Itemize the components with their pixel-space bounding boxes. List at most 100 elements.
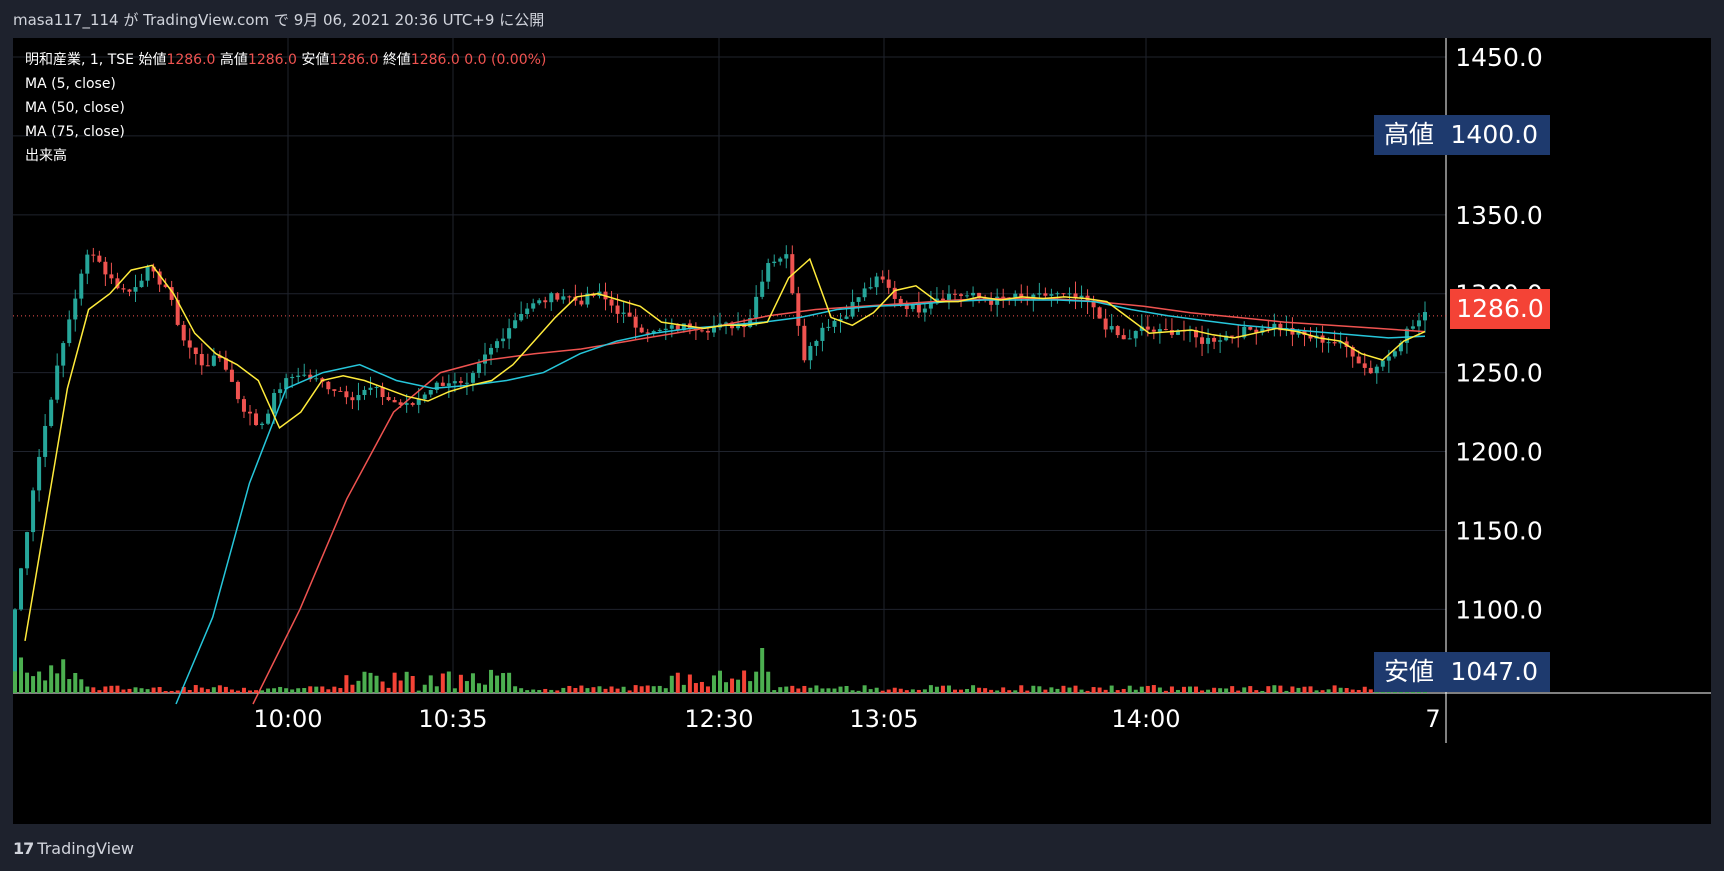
x-tick-label: 14:00 bbox=[1111, 705, 1180, 733]
candle-body bbox=[356, 395, 361, 401]
volume-bar bbox=[1139, 686, 1144, 693]
candle-body bbox=[43, 425, 48, 457]
volume-bar bbox=[1296, 687, 1301, 693]
candle-body bbox=[338, 390, 343, 392]
candle-body bbox=[1356, 356, 1361, 364]
volume-bar bbox=[1067, 687, 1072, 693]
candle-body bbox=[1368, 367, 1373, 374]
candle-body bbox=[1013, 293, 1018, 298]
candle-body bbox=[501, 338, 506, 342]
candle-body bbox=[971, 292, 976, 296]
volume-bar bbox=[1163, 690, 1168, 693]
candle-body bbox=[1145, 326, 1150, 330]
volume-bar bbox=[1055, 688, 1060, 693]
candle-body bbox=[13, 609, 17, 693]
volume-bar bbox=[597, 686, 602, 693]
legend-ma50[interactable]: MA (50, close) bbox=[25, 100, 125, 116]
candle-body bbox=[639, 327, 644, 333]
volume-bar bbox=[1157, 687, 1162, 693]
candle-body bbox=[543, 300, 548, 303]
candle-body bbox=[1326, 342, 1331, 344]
volume-bar bbox=[1127, 685, 1132, 693]
volume-bar bbox=[910, 689, 915, 693]
volume-bar bbox=[796, 688, 801, 693]
legend-ma5[interactable]: MA (5, close) bbox=[25, 76, 116, 92]
volume-bar bbox=[693, 683, 698, 693]
volume-bar bbox=[464, 681, 469, 693]
y-tick-label: 1200.0 bbox=[1455, 438, 1542, 467]
volume-bar bbox=[1085, 690, 1090, 693]
chart-area[interactable]: 1450.01350.01300.01250.01200.01150.01100… bbox=[13, 38, 1711, 824]
volume-bar bbox=[555, 690, 560, 693]
candle-body bbox=[844, 316, 849, 319]
volume-bar bbox=[199, 687, 204, 693]
legend-volume[interactable]: 出来高 bbox=[25, 148, 67, 164]
candle-body bbox=[109, 274, 114, 279]
volume-bar bbox=[296, 688, 301, 693]
volume-bar bbox=[874, 687, 879, 693]
volume-bar bbox=[561, 687, 566, 693]
candle-body bbox=[175, 299, 180, 325]
volume-bar bbox=[416, 690, 421, 693]
volume-bar bbox=[814, 685, 819, 693]
legend-symbol[interactable]: 明和産業, 1, TSE bbox=[25, 52, 134, 68]
candle-body bbox=[886, 279, 891, 288]
volume-bar bbox=[862, 685, 867, 693]
tradingview-logo-icon[interactable]: 17 bbox=[13, 838, 34, 858]
volume-bar bbox=[1175, 689, 1180, 693]
footer: 17 TradingView bbox=[13, 834, 134, 862]
volume-bar bbox=[669, 675, 674, 693]
volume-bar bbox=[1350, 689, 1355, 693]
volume-bar bbox=[61, 659, 66, 693]
volume-bar bbox=[1073, 685, 1078, 693]
volume-bar bbox=[1025, 690, 1030, 693]
volume-bar bbox=[368, 672, 373, 693]
x-tick-label: 7 bbox=[1425, 705, 1440, 733]
volume-bar bbox=[25, 672, 30, 693]
candle-body bbox=[181, 324, 186, 341]
footer-brand[interactable]: TradingView bbox=[37, 838, 134, 858]
candle-body bbox=[633, 316, 638, 328]
candle-body bbox=[428, 389, 433, 395]
x-axis-ticks: 10:00 10:35 12:30 13:05 14:00 7 bbox=[253, 705, 1440, 733]
volume-bar bbox=[603, 688, 608, 693]
candle-body bbox=[579, 300, 584, 305]
volume-bar bbox=[844, 686, 849, 693]
volume-bar bbox=[43, 680, 48, 693]
volume-bar bbox=[386, 687, 391, 693]
candle-body bbox=[1206, 337, 1211, 344]
candle-body bbox=[784, 254, 789, 259]
candle-body bbox=[760, 281, 765, 297]
volume-bar bbox=[850, 690, 855, 693]
volume-bar bbox=[1049, 687, 1054, 693]
volume-bar bbox=[163, 690, 168, 693]
volume-bar bbox=[971, 685, 976, 693]
volume-bar bbox=[308, 686, 313, 693]
candle-body bbox=[199, 354, 204, 366]
legend-ma75[interactable]: MA (75, close) bbox=[25, 124, 125, 140]
candle-body bbox=[31, 490, 36, 533]
volume-bar bbox=[1007, 690, 1012, 693]
x-tick-label: 12:30 bbox=[684, 705, 753, 733]
volume-bar bbox=[1019, 685, 1024, 693]
volume-bar bbox=[139, 688, 144, 693]
volume-bar bbox=[1079, 689, 1084, 693]
candle-body bbox=[91, 254, 96, 256]
volume-bar bbox=[284, 688, 289, 693]
volume-bar bbox=[398, 680, 403, 693]
candle-body bbox=[229, 369, 234, 382]
volume-bar bbox=[519, 688, 524, 693]
volume-bar bbox=[946, 685, 951, 693]
volume-bar bbox=[892, 687, 897, 693]
candle-body bbox=[67, 319, 72, 344]
candle-body bbox=[1212, 337, 1217, 342]
candle-body bbox=[380, 387, 385, 398]
volume-bar bbox=[983, 688, 988, 693]
candle-body bbox=[1091, 301, 1096, 308]
candle-body bbox=[1380, 360, 1385, 367]
candle-body bbox=[19, 568, 24, 610]
candle-body bbox=[1037, 293, 1042, 295]
candle-body bbox=[519, 314, 524, 321]
candle-body bbox=[826, 326, 831, 328]
volume-bar bbox=[778, 687, 783, 693]
